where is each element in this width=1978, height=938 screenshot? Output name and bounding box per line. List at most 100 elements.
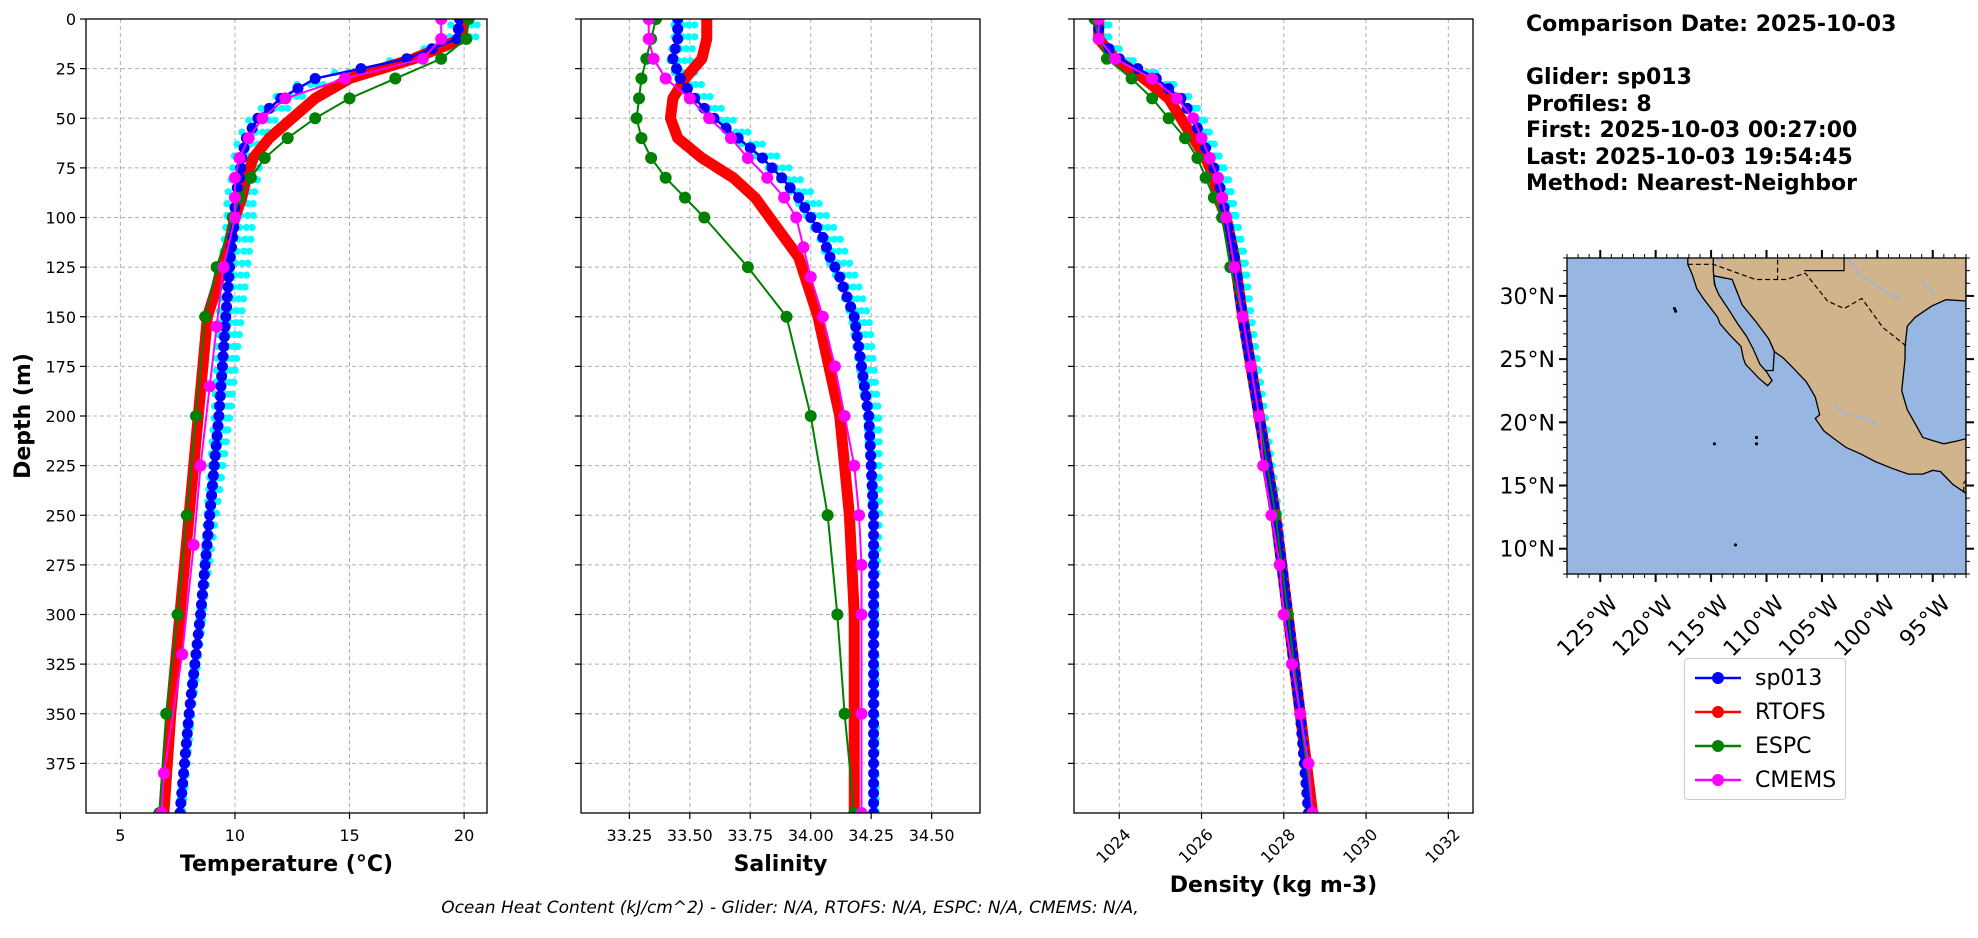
plot-area (1088, 19, 1319, 813)
profile-panel-2: 33.25 33.50 33.75 34.00 34.25 34.50 Salinity (575, 18, 981, 877)
data-point-cmems (838, 410, 851, 422)
ocean-heat-content-note: Ocean Heat Content (kJ/cm^2) - Glider: N… (441, 898, 1139, 918)
data-point-sp013 (220, 311, 232, 323)
glider-profile-point (816, 211, 825, 220)
glider-profile-point (1234, 223, 1243, 232)
data-point-sp013 (671, 63, 683, 75)
data-point-cmems (1273, 558, 1286, 571)
data-point-cmems (853, 509, 866, 522)
data-point-sp013 (674, 73, 686, 85)
x-tick-label: 1026 (1175, 825, 1217, 867)
map-state-line (1804, 258, 1845, 272)
map-river (1922, 280, 1935, 296)
data-point-sp013 (178, 767, 190, 779)
data-point-cmems (1195, 132, 1208, 145)
map-lon-label: 115°W (1664, 591, 1735, 662)
glider-profile-point (859, 295, 867, 303)
glider-profile-point (773, 152, 781, 160)
glider-profile-point (237, 319, 245, 327)
glider-profile-point (767, 152, 775, 160)
glider-profile-point (247, 235, 255, 243)
data-point-sp013 (866, 479, 878, 491)
glider-profile-point (875, 450, 883, 458)
glider-profile-point (706, 92, 714, 101)
data-point-sp013 (841, 291, 853, 303)
data-point-sp013 (868, 509, 880, 521)
data-point-sp013 (672, 33, 684, 45)
y-axis-label: Depth (m) (11, 353, 36, 479)
data-point-sp013 (182, 718, 194, 730)
glider-profile-point (284, 104, 292, 112)
data-point-cmems (724, 132, 737, 145)
glider-profile-point (235, 331, 243, 339)
data-point-espc (1179, 132, 1192, 145)
data-point-sp013 (864, 440, 876, 452)
x-tick-label: 10 (225, 826, 245, 845)
data-point-cmems (233, 151, 246, 164)
map-river (1715, 258, 1729, 263)
data-point-espc (678, 191, 691, 204)
data-point-sp013 (864, 430, 876, 442)
data-point-sp013 (211, 430, 223, 442)
data-point-sp013 (179, 757, 191, 769)
glider-profile-point (1244, 283, 1252, 291)
data-point-sp013 (667, 53, 679, 65)
data-point-espc (698, 211, 711, 224)
series-line-espc (158, 19, 470, 813)
data-point-sp013 (868, 668, 880, 680)
data-point-cmems (1092, 19, 1105, 25)
glider-profile-point (1225, 176, 1233, 184)
map-lon-label: 100°W (1830, 591, 1901, 662)
y-tick-label: 375 (45, 754, 76, 773)
data-point-sp013 (861, 400, 873, 412)
glider-profile-point (866, 331, 875, 339)
data-point-sp013 (184, 698, 196, 710)
legend-marker-sp013 (1695, 672, 1741, 684)
data-point-cmems (642, 32, 655, 45)
glider-profile-point (1115, 45, 1123, 53)
glider-profile-point (875, 485, 883, 494)
glider-profile-point (806, 188, 815, 196)
x-tick-label: 20 (454, 826, 474, 845)
glider-profile-point (1250, 331, 1258, 339)
data-point-sp013 (188, 668, 200, 680)
data-point-cmems (1265, 509, 1278, 522)
data-point-sp013 (452, 23, 464, 35)
data-point-sp013 (177, 777, 189, 789)
x-tick-label: 1024 (1092, 825, 1134, 867)
profile-panel-3: 1024 1026 1028 1030 1032 Density (kg m-3) (1068, 18, 1474, 898)
data-point-sp013 (207, 470, 219, 482)
glider-profile-point (860, 319, 868, 327)
data-point-espc (1146, 92, 1159, 105)
map-river (1846, 258, 1903, 301)
data-point-sp013 (744, 142, 756, 154)
plot-area (153, 19, 481, 813)
x-tick-label: 34.00 (788, 826, 834, 845)
data-point-cmems (1146, 72, 1159, 85)
glider-profile-point (245, 116, 253, 124)
profile-panel-1: 5 10 15 20025507510012515017520022525027530… (11, 10, 488, 877)
data-point-cmems (1187, 112, 1200, 125)
data-point-sp013 (868, 747, 880, 759)
map-lat-label: 15°N (1500, 475, 1555, 500)
data-point-sp013 (863, 410, 875, 422)
data-point-sp013 (868, 618, 880, 630)
data-point-espc (1100, 52, 1113, 65)
data-point-espc (309, 112, 322, 125)
glider-profile-point (473, 21, 481, 29)
data-point-cmems (855, 608, 868, 621)
data-point-espc (831, 608, 844, 621)
data-point-sp013 (451, 33, 463, 45)
glider-profile-point (1200, 116, 1208, 124)
data-point-espc (189, 410, 202, 422)
data-point-sp013 (214, 390, 226, 402)
glider-profile-point (871, 378, 880, 386)
data-point-sp013 (209, 450, 221, 462)
map-border-guatemala (1963, 479, 1966, 492)
glider-profile-point (245, 247, 253, 255)
data-point-sp013 (672, 23, 684, 35)
data-point-cmems (338, 72, 351, 85)
glider-profile-point (688, 45, 696, 53)
data-point-sp013 (793, 192, 805, 204)
glider-profile-point (744, 128, 752, 136)
